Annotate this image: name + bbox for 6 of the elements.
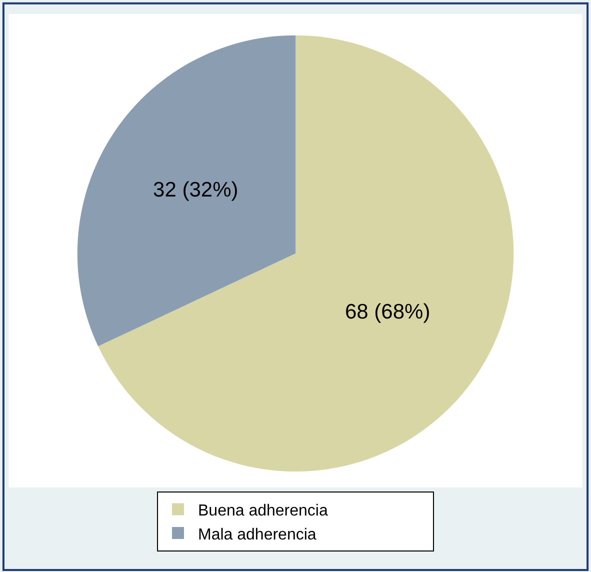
legend-label: Mala adherencia (198, 526, 316, 544)
pie-slice (98, 35, 514, 472)
data-label: 68 (68%) (344, 300, 430, 324)
legend-label: Buena adherencia (198, 502, 328, 520)
pie-slice (78, 35, 296, 346)
data-label: 32 (32%) (153, 178, 238, 202)
